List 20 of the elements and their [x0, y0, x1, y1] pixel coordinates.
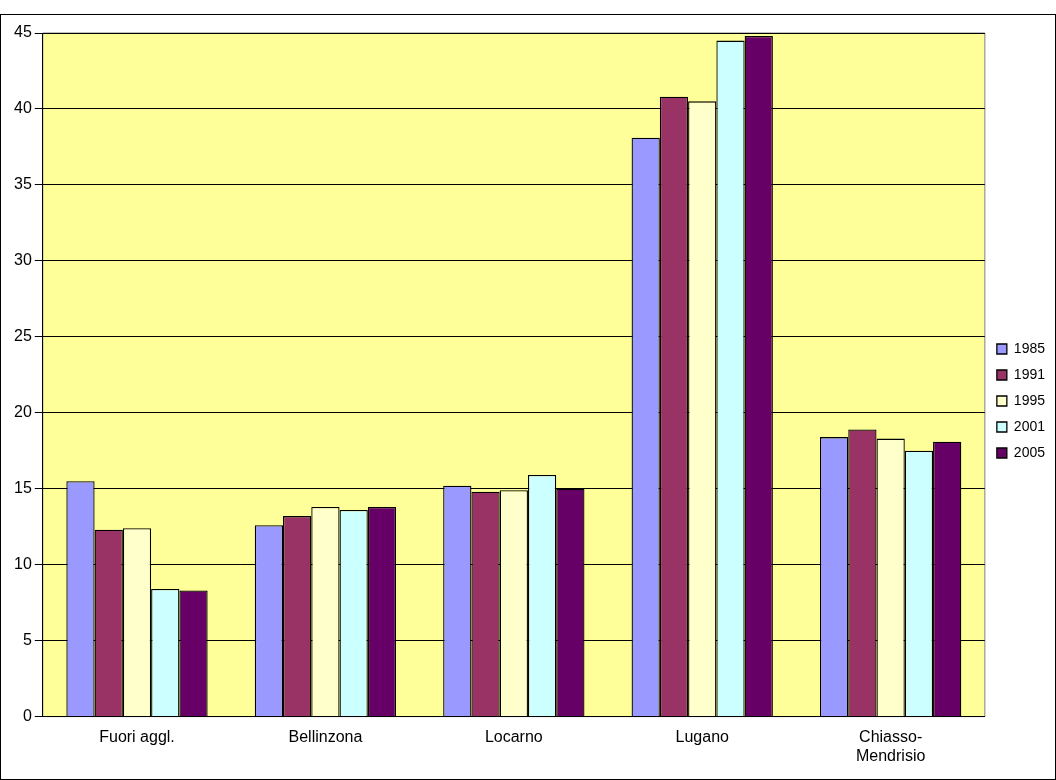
y-tick-label: 45 [14, 23, 32, 41]
y-tick-label: 5 [22, 631, 32, 649]
y-tick-label: 25 [14, 327, 32, 345]
legend-label: 1995 [1013, 391, 1046, 408]
y-tick-label: 15 [14, 479, 32, 497]
y-tick-label: 10 [14, 555, 32, 573]
x-tick-label: Chiasso- Mendrisio [855, 727, 926, 764]
x-tick-label: Lugano [675, 727, 730, 745]
x-tick-label: Locarno [484, 727, 543, 745]
x-tick-label: Fuori aggl. [99, 727, 175, 745]
y-tick-label: 0 [22, 707, 32, 725]
y-tick-label: 30 [14, 251, 32, 269]
legend-label: 2001 [1013, 417, 1046, 434]
y-tick-label: 40 [14, 99, 32, 117]
legend-label: 2005 [1013, 443, 1046, 460]
legend-label: 1985 [1013, 339, 1046, 356]
x-tick-label: Bellinzona [288, 727, 363, 745]
y-tick-label: 20 [14, 403, 32, 421]
y-tick-label: 35 [14, 175, 32, 193]
legend-label: 1991 [1013, 365, 1046, 382]
